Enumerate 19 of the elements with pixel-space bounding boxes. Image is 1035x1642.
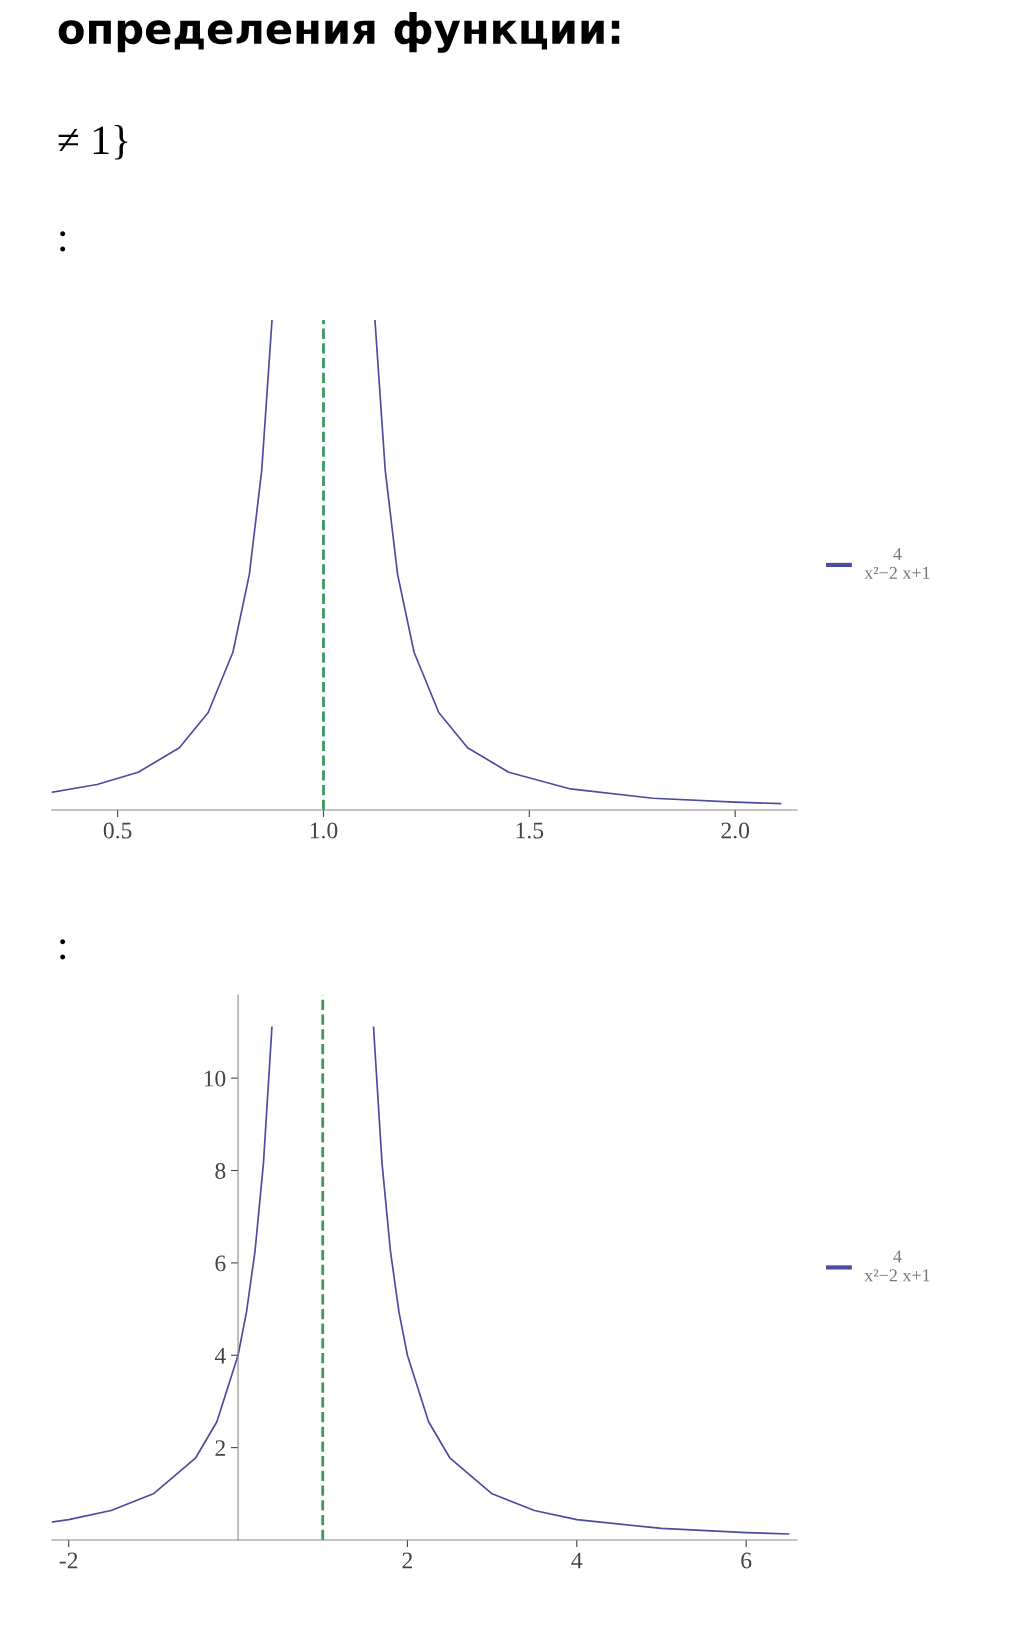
y-tick-label: 10 xyxy=(204,1070,226,1087)
x-tick-label: 2.0 xyxy=(721,822,750,839)
text: 4 x²−2 x+1 xyxy=(864,1250,930,1282)
x-tick-label: 6 xyxy=(741,1552,752,1569)
x-tick-label: 4 xyxy=(571,1552,583,1569)
x-tick-label: 2 xyxy=(402,1552,413,1569)
y-tick-label: 2 xyxy=(215,1440,225,1456)
y-tick-label: 6 xyxy=(215,1255,226,1272)
text: 4 x²−2 x+1 xyxy=(864,548,930,579)
y-tick-label: 4 xyxy=(214,1347,226,1364)
x-tick-label: 1.0 xyxy=(310,822,338,839)
text: : xyxy=(60,231,66,252)
text: : xyxy=(60,939,66,960)
x-tick-label: -2 xyxy=(59,1552,78,1569)
x-tick-label: 0.5 xyxy=(103,822,132,839)
y-tick-label: 8 xyxy=(215,1163,226,1179)
x-tick-label: 1.5 xyxy=(516,822,544,839)
text: определения функции: xyxy=(58,12,620,53)
text: ≠ 1} xyxy=(58,125,128,160)
